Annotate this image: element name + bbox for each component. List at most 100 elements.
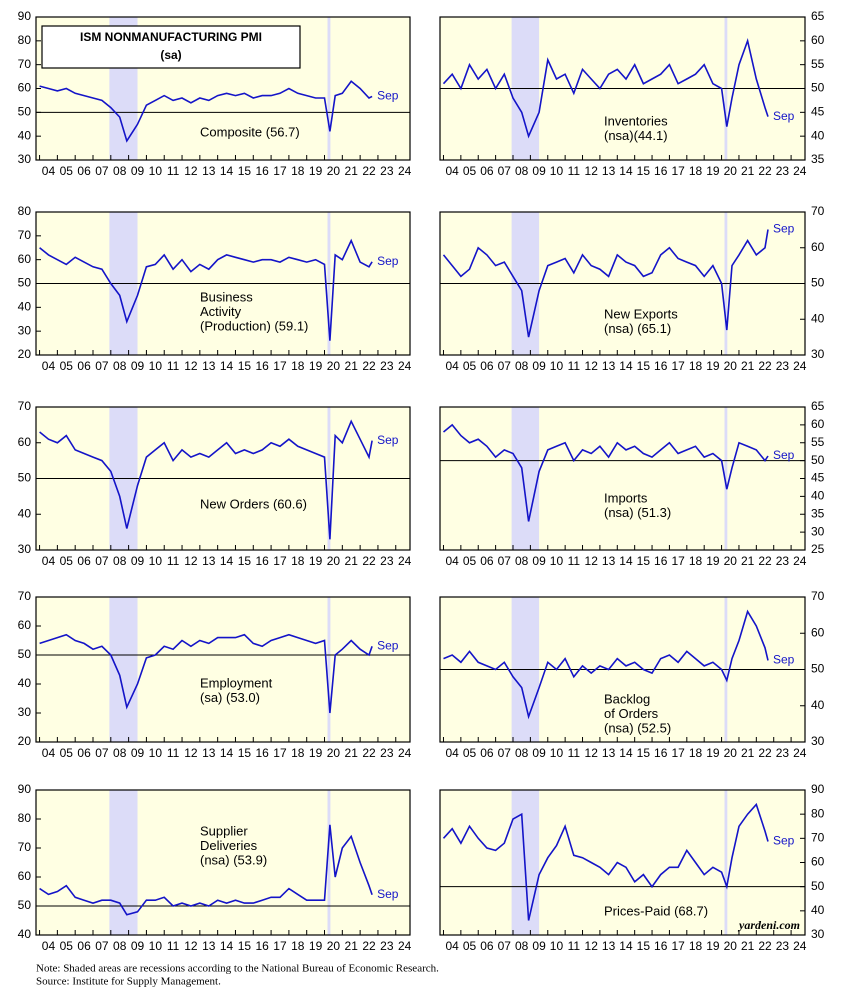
y-tick-label: 80 <box>18 811 32 825</box>
x-tick-label: 09 <box>131 554 145 568</box>
x-tick-label: 08 <box>113 359 127 373</box>
y-tick-label: 40 <box>18 676 32 690</box>
x-tick-label: 24 <box>398 746 412 760</box>
x-tick-label: 22 <box>758 164 772 178</box>
x-tick-label: 06 <box>77 939 91 953</box>
y-tick-label: 40 <box>18 128 32 142</box>
y-tick-label: 50 <box>18 647 32 661</box>
x-tick-label: 15 <box>637 939 651 953</box>
y-tick-label: 70 <box>811 831 825 845</box>
y-tick-label: 20 <box>18 734 32 748</box>
plot-border <box>439 406 806 551</box>
y-tick-label: 50 <box>811 453 825 467</box>
end-label: Sep <box>773 109 795 123</box>
x-tick-label: 19 <box>309 939 323 953</box>
x-tick-label: 07 <box>498 164 512 178</box>
x-tick-label: 23 <box>380 939 394 953</box>
x-tick-label: 24 <box>793 164 807 178</box>
x-tick-label: 12 <box>184 359 198 373</box>
y-tick-label: 40 <box>18 300 32 314</box>
x-tick-label: 09 <box>532 554 546 568</box>
annotation: (nsa)(44.1) <box>604 128 668 143</box>
x-tick-label: 23 <box>380 359 394 373</box>
x-tick-label: 18 <box>689 359 703 373</box>
x-tick-label: 06 <box>480 939 494 953</box>
y-tick-label: 90 <box>18 782 32 796</box>
x-tick-label: 13 <box>202 939 216 953</box>
x-tick-label: 12 <box>585 554 599 568</box>
x-tick-label: 12 <box>585 164 599 178</box>
x-tick-label: 24 <box>398 164 412 178</box>
x-tick-label: 12 <box>585 359 599 373</box>
x-tick-label: 23 <box>776 746 790 760</box>
y-tick-label: 40 <box>811 489 825 503</box>
x-tick-label: 24 <box>398 554 412 568</box>
x-tick-label: 08 <box>515 939 529 953</box>
x-tick-label: 10 <box>550 746 564 760</box>
x-tick-label: 11 <box>568 939 581 953</box>
end-label: Sep <box>773 448 795 462</box>
x-tick-label: 17 <box>273 164 287 178</box>
x-tick-label: 07 <box>95 554 109 568</box>
x-tick-label: 11 <box>167 746 180 760</box>
annotation: Backlog <box>604 691 650 706</box>
title-box <box>41 25 301 69</box>
y-tick-label: 80 <box>18 33 32 47</box>
series-line <box>39 824 373 916</box>
x-tick-label: 05 <box>60 746 74 760</box>
chart-subtitle: (sa) <box>160 48 181 62</box>
y-tick-label: 30 <box>18 705 32 719</box>
x-tick-label: 16 <box>654 746 668 760</box>
x-tick-label: 08 <box>113 939 127 953</box>
y-tick-label: 40 <box>811 128 825 142</box>
x-tick-label: 21 <box>345 746 359 760</box>
plot-background <box>36 790 410 935</box>
x-tick-label: 18 <box>689 554 703 568</box>
annotation: Deliveries <box>200 838 258 853</box>
x-tick-label: 17 <box>273 359 287 373</box>
annotation: Inventories <box>604 113 668 128</box>
x-tick-label: 16 <box>654 359 668 373</box>
x-tick-label: 13 <box>602 554 616 568</box>
x-tick-label: 16 <box>654 164 668 178</box>
plot-border <box>35 16 411 161</box>
x-tick-label: 18 <box>291 164 305 178</box>
x-tick-label: 10 <box>550 554 564 568</box>
y-tick-label: 55 <box>811 435 825 449</box>
x-tick-label: 06 <box>480 164 494 178</box>
plot-border <box>439 211 806 356</box>
y-tick-label: 30 <box>811 927 825 941</box>
x-tick-label: 18 <box>291 939 305 953</box>
x-tick-label: 23 <box>776 164 790 178</box>
x-tick-label: 20 <box>724 554 738 568</box>
x-tick-label: 04 <box>42 554 56 568</box>
y-tick-label: 60 <box>18 869 32 883</box>
x-tick-label: 08 <box>515 554 529 568</box>
x-tick-label: 18 <box>291 554 305 568</box>
x-tick-label: 04 <box>42 164 56 178</box>
chart-title: ISM NONMANUFACTURING PMI <box>80 30 262 44</box>
x-tick-label: 08 <box>113 164 127 178</box>
recession-shade <box>327 597 331 742</box>
end-label: Sep <box>377 638 399 652</box>
x-tick-label: 14 <box>220 359 234 373</box>
x-tick-label: 11 <box>568 554 581 568</box>
x-tick-label: 11 <box>167 164 180 178</box>
x-tick-label: 17 <box>671 164 685 178</box>
y-tick-label: 70 <box>18 399 32 413</box>
x-tick-label: 11 <box>568 746 581 760</box>
recession-shade <box>109 790 138 935</box>
x-tick-label: 07 <box>498 554 512 568</box>
x-tick-label: 24 <box>793 746 807 760</box>
plot-border <box>35 211 411 356</box>
x-tick-label: 09 <box>532 164 546 178</box>
x-tick-label: 15 <box>637 359 651 373</box>
x-tick-label: 07 <box>95 746 109 760</box>
annotation: Prices-Paid (68.7) <box>604 903 708 918</box>
x-tick-label: 15 <box>238 746 252 760</box>
plot-border <box>35 406 411 551</box>
y-tick-label: 70 <box>18 228 32 242</box>
x-tick-label: 24 <box>398 939 412 953</box>
plot-border <box>35 596 411 743</box>
x-tick-label: 12 <box>184 746 198 760</box>
